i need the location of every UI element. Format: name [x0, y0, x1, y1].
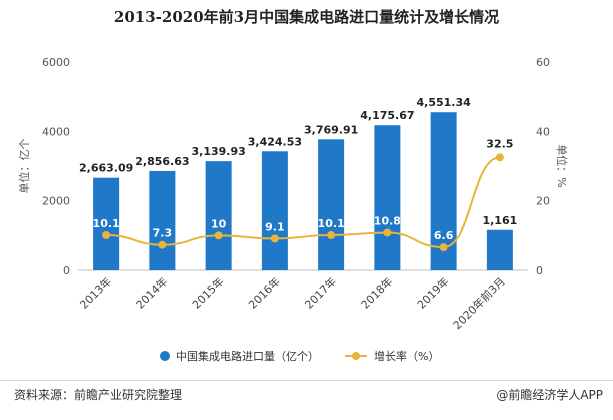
y-right-tick-label: 20: [536, 195, 550, 208]
growth-value-label: 6.6: [434, 229, 454, 242]
legend-bar-label: 中国集成电路进口量（亿个）: [176, 349, 319, 363]
legend-bar-swatch: [160, 351, 170, 361]
y-right-tick-label: 60: [536, 56, 550, 69]
growth-labels: 10.1 7.3 10 9.1 10.1 10.8 6.6 32.5: [93, 137, 514, 242]
bar: [261, 151, 288, 270]
y-left-tick-label: 2000: [42, 195, 70, 208]
x-tick-label: 2015年: [189, 274, 226, 311]
bar-value-label: 4,551.34: [416, 96, 471, 109]
growth-line: [106, 156, 501, 249]
bar: [149, 170, 176, 270]
bar-value-label: 2,856.63: [135, 155, 189, 168]
bar-labels: 2,663.092,856.633,139.933,424.533,769.91…: [79, 96, 517, 227]
legend-line-marker: [352, 352, 360, 360]
growth-value-label: 10.1: [318, 217, 345, 230]
legend: 中国集成电路进口量（亿个） 增长率（%）: [160, 349, 439, 363]
y-left-tick-label: 6000: [42, 56, 70, 69]
source-text: 资料来源：前瞻产业研究院整理: [14, 388, 183, 402]
bar-value-label: 3,769.91: [304, 123, 358, 136]
growth-value-label: 10.1: [93, 217, 120, 230]
x-tick-label: 2014年: [133, 274, 170, 311]
x-tick-label: 2019年: [414, 274, 451, 311]
bar-value-label: 1,161: [482, 214, 517, 227]
bar-value-label: 2,663.09: [79, 162, 133, 175]
growth-line-layer: [102, 153, 504, 252]
bar: [318, 139, 345, 270]
bar-value-label: 3,424.53: [248, 135, 302, 148]
bar: [374, 125, 401, 270]
y-right-axis-title: 单位：%: [555, 144, 569, 187]
y-left-tick-label: 4000: [42, 125, 70, 138]
bar: [486, 229, 513, 270]
chart-title: 2013-2020年前3月中国集成电路进口量统计及增长情况: [113, 8, 500, 26]
bar: [205, 161, 232, 270]
legend-line-label: 增长率（%）: [374, 349, 439, 363]
growth-value-label: 10: [211, 217, 227, 230]
bar-value-label: 3,139.93: [191, 145, 245, 158]
growth-point: [383, 228, 392, 237]
x-tick-label: 2016年: [246, 274, 283, 311]
y-right-tick-label: 40: [536, 125, 550, 138]
x-tick-label: 2017年: [302, 274, 339, 311]
growth-value-label: 32.5: [486, 137, 513, 150]
x-tick-label: 2018年: [358, 274, 395, 311]
footer-divider: [0, 380, 613, 381]
bar-value-label: 4,175.67: [360, 109, 414, 122]
growth-point: [495, 153, 504, 162]
x-tick-label: 2013年: [77, 274, 114, 311]
growth-point: [439, 243, 448, 252]
growth-point: [327, 230, 336, 239]
growth-value-label: 10.8: [374, 215, 401, 228]
bar: [93, 177, 120, 270]
growth-point: [270, 234, 279, 243]
y-left-axis-title: 单位：亿个: [17, 139, 31, 194]
credit-text: @前瞻经济学人APP: [496, 388, 603, 402]
x-tick-label: 2020年前3月: [450, 274, 508, 332]
growth-value-label: 9.1: [265, 220, 285, 233]
growth-point: [214, 231, 223, 240]
y-right-tick-label: 0: [536, 264, 543, 277]
y-left-tick-label: 0: [63, 264, 70, 277]
growth-point: [102, 230, 111, 239]
growth-value-label: 7.3: [153, 227, 173, 240]
growth-point: [158, 240, 167, 249]
